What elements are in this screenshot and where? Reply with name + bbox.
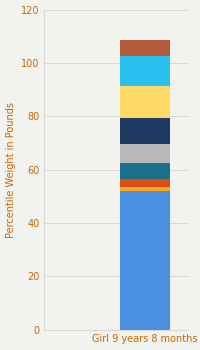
- Bar: [120, 179, 170, 187]
- Bar: [120, 144, 170, 163]
- Bar: [120, 187, 170, 191]
- Bar: [120, 118, 170, 144]
- Bar: [120, 56, 170, 85]
- Bar: [120, 85, 170, 118]
- Y-axis label: Percentile Weight in Pounds: Percentile Weight in Pounds: [6, 102, 16, 238]
- Bar: [120, 40, 170, 56]
- Bar: [120, 191, 170, 330]
- Bar: [120, 163, 170, 179]
